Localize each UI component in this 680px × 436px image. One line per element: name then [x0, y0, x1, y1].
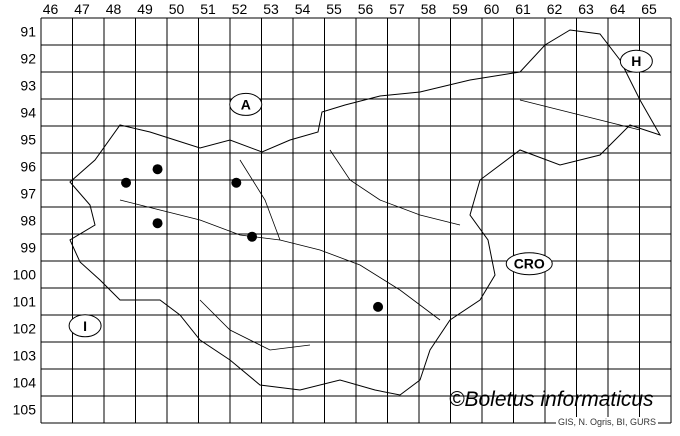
country-label: I [83, 318, 87, 334]
column-label: 60 [484, 1, 500, 17]
row-labels: 91 92 93 94 95 96 97 98 99 100 101 102 103 104 105 [13, 24, 37, 418]
column-label: 49 [137, 1, 153, 17]
column-label: 54 [295, 1, 311, 17]
row-label: 95 [20, 132, 36, 148]
column-label: 57 [389, 1, 405, 17]
country-label-oval [505, 252, 553, 276]
country-label: H [631, 53, 641, 69]
column-label: 55 [326, 1, 342, 17]
row-label: 97 [20, 186, 36, 202]
country-labels: A H CRO I [68, 49, 653, 338]
record-dot [231, 177, 242, 188]
country-label-oval [68, 314, 102, 338]
country-label-oval [619, 49, 653, 73]
column-label: 62 [547, 1, 563, 17]
column-labels: 46 47 48 49 50 51 52 53 54 55 56 57 58 59 60 61 62 63 64 65 [43, 1, 657, 17]
column-label: 48 [106, 1, 122, 17]
slovenia-border [69, 29, 662, 396]
record-dots [121, 164, 384, 312]
column-label: 65 [641, 1, 657, 17]
country-label: CRO [514, 256, 545, 272]
record-dot [152, 164, 163, 175]
column-label: 46 [43, 1, 59, 17]
row-label: 104 [13, 375, 37, 391]
row-label: 93 [20, 78, 36, 94]
column-label: 63 [578, 1, 594, 17]
column-label: 51 [200, 1, 216, 17]
river [119, 99, 641, 351]
row-label: 98 [20, 213, 36, 229]
country-label: A [241, 96, 251, 112]
source-text: GIS, N. Ogris, BI, GURS [556, 417, 659, 427]
row-label: 105 [13, 402, 37, 418]
column-label: 58 [421, 1, 437, 17]
row-label: 96 [20, 159, 36, 175]
row-label: 94 [20, 105, 36, 121]
row-label: 91 [20, 24, 36, 40]
grid-lines [40, 17, 672, 424]
column-label: 52 [232, 1, 248, 17]
record-dot [152, 218, 163, 229]
column-label: 47 [74, 1, 90, 17]
record-dot [373, 301, 384, 312]
column-label: 53 [263, 1, 279, 17]
row-label: 99 [20, 240, 36, 256]
row-label: 102 [13, 321, 37, 337]
credit-text: ©Boletus informaticus [449, 388, 654, 411]
column-label: 59 [452, 1, 468, 17]
country-label-oval [229, 92, 263, 116]
column-label: 50 [169, 1, 185, 17]
column-label: 64 [610, 1, 626, 17]
column-label: 56 [358, 1, 374, 17]
record-dot [247, 231, 258, 242]
record-dot [121, 177, 132, 188]
row-label: 100 [13, 267, 37, 283]
row-label: 103 [13, 348, 37, 364]
row-label: 101 [13, 294, 37, 310]
row-label: 92 [20, 51, 36, 67]
column-label: 61 [515, 1, 531, 17]
